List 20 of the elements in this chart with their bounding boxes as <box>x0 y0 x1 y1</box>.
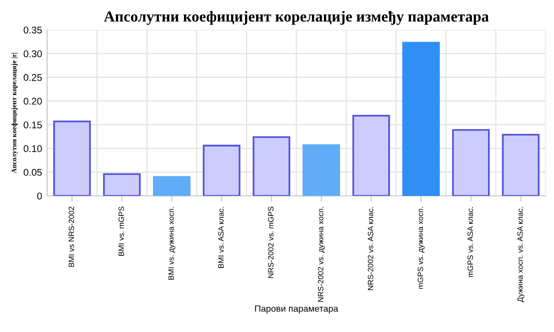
bar <box>103 173 141 196</box>
bar <box>202 144 240 196</box>
bar <box>252 136 290 196</box>
chart-title: Апсолутни коефицијент корелације између параметара <box>104 10 489 25</box>
y-tick-label: 0 <box>37 192 42 200</box>
bar <box>152 176 191 196</box>
bar <box>502 134 540 196</box>
bar <box>452 129 490 196</box>
x-axis-title: Парови параметара <box>255 305 338 314</box>
bar <box>352 114 390 196</box>
y-tick-label: 0.20 <box>24 98 42 105</box>
y-tick-label: 0.05 <box>24 168 42 176</box>
y-tick-label: 0.30 <box>24 50 42 58</box>
y-tick-label: 0.15 <box>24 121 42 128</box>
bar <box>53 120 91 196</box>
y-tick-label: 0.10 <box>24 145 42 152</box>
bar <box>302 144 340 196</box>
y-tick-label: 0.25 <box>24 74 42 81</box>
bar <box>402 42 440 196</box>
y-tick-label: 0.35 <box>24 26 42 34</box>
